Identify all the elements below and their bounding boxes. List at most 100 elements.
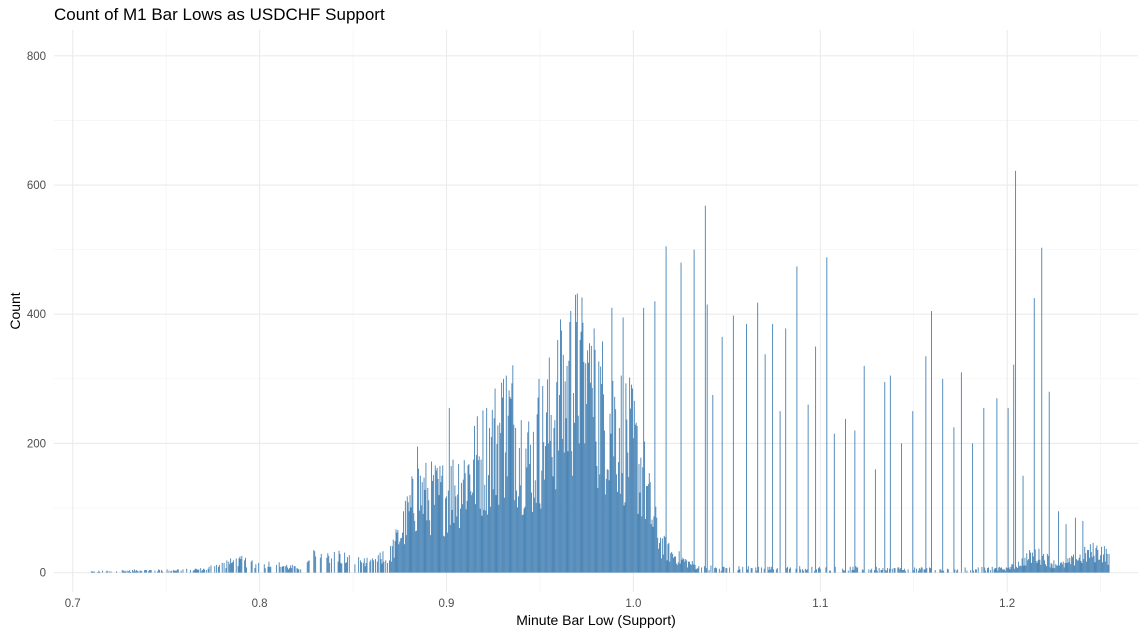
histogram-bar [205, 570, 207, 573]
histogram-bar [228, 561, 230, 573]
histogram-bar [515, 427, 517, 573]
histogram-bar [662, 554, 664, 573]
histogram-bar [1095, 548, 1097, 573]
histogram-bar [1071, 555, 1073, 573]
histogram-bar [396, 532, 398, 573]
x-tick-label: 0.9 [438, 598, 454, 610]
histogram-bar [576, 293, 578, 573]
histogram-bar [657, 537, 659, 573]
histogram-bar [1083, 559, 1085, 573]
histogram-bar [116, 571, 118, 573]
histogram-bar [174, 570, 175, 573]
histogram-bar [1073, 554, 1074, 573]
histogram-bar [216, 564, 218, 573]
histogram-bar [420, 505, 422, 573]
histogram-bar [819, 568, 821, 573]
histogram-bar [519, 485, 521, 573]
histogram-bar [924, 569, 926, 573]
histogram-bar [732, 315, 734, 573]
histogram-bar [475, 504, 476, 573]
histogram-bar [516, 490, 518, 573]
histogram-bar [557, 340, 559, 573]
histogram-bar [833, 433, 835, 573]
histogram-bar [669, 561, 671, 573]
histogram-bar [680, 262, 682, 573]
histogram-bar [550, 415, 552, 573]
histogram-bar [597, 488, 599, 573]
histogram-bar [501, 382, 503, 573]
histogram-bar [484, 484, 486, 573]
histogram-bar [200, 568, 202, 573]
histogram-bar [660, 558, 662, 573]
histogram-bar [613, 456, 615, 573]
grid-layer [54, 30, 1138, 592]
histogram-bar [373, 560, 375, 573]
histogram-bar [438, 495, 440, 573]
histogram-bar [168, 570, 170, 573]
histogram-bar [639, 492, 641, 573]
histogram-bar [527, 432, 529, 573]
histogram-bar [166, 569, 168, 573]
histogram-bar [655, 506, 657, 573]
histogram-bar [672, 553, 674, 573]
histogram-bar [281, 566, 283, 573]
histogram-bar [646, 486, 648, 573]
histogram-bar [497, 425, 499, 573]
histogram-bar [747, 566, 749, 573]
histogram-bar [121, 570, 123, 573]
histogram-bar [649, 482, 651, 573]
histogram-bar [528, 421, 530, 573]
histogram-bar [434, 465, 436, 573]
histogram-bar [91, 571, 93, 573]
histogram-bar [621, 473, 623, 573]
histogram-bar [612, 380, 614, 573]
histogram-bar [1108, 553, 1110, 573]
histogram-bar [267, 566, 269, 573]
histogram-bar [904, 570, 906, 573]
histogram-bar [428, 500, 430, 573]
histogram-bar [977, 567, 979, 573]
histogram-bar [640, 457, 642, 573]
histogram-bar [128, 571, 130, 573]
histogram-bar [360, 562, 362, 573]
histogram-bar [459, 528, 461, 573]
histogram-bar [755, 567, 757, 573]
histogram-bar [1080, 560, 1082, 573]
histogram-bar [868, 569, 870, 573]
histogram-bar [1057, 565, 1059, 573]
histogram-bar [462, 479, 464, 573]
histogram-bar [539, 503, 541, 573]
histogram-bar [1035, 560, 1037, 573]
histogram-bar [834, 566, 836, 573]
histogram-bar [668, 542, 670, 573]
histogram-bar [746, 323, 747, 573]
histogram-bar [451, 509, 453, 573]
histogram-bar [739, 569, 741, 573]
histogram-bar [494, 388, 496, 573]
histogram-bar [246, 567, 247, 573]
histogram-bar [418, 510, 420, 573]
histogram-bar [480, 459, 482, 573]
histogram-bar [637, 513, 639, 573]
histogram-bar [218, 566, 219, 573]
histogram-bar [1068, 562, 1070, 573]
histogram-bar [795, 568, 797, 573]
histogram-bar [1097, 550, 1099, 573]
histogram-bar [956, 570, 958, 573]
histogram-bar [511, 383, 513, 573]
histogram-bar [997, 570, 999, 573]
histogram-bar [817, 568, 819, 573]
histogram-bar [144, 570, 146, 573]
histogram-bar [473, 459, 475, 573]
histogram-bar [631, 388, 633, 573]
histogram-bar [856, 567, 858, 573]
histogram-bar [1045, 564, 1046, 573]
histogram-bar [424, 489, 426, 573]
histogram-bar [171, 570, 173, 573]
histogram-bar [452, 459, 454, 573]
histogram-bar [1085, 553, 1087, 573]
histogram-bar [738, 566, 740, 573]
histogram-bar [806, 569, 808, 573]
histogram-bar [450, 466, 452, 573]
histogram-bar [715, 567, 717, 573]
